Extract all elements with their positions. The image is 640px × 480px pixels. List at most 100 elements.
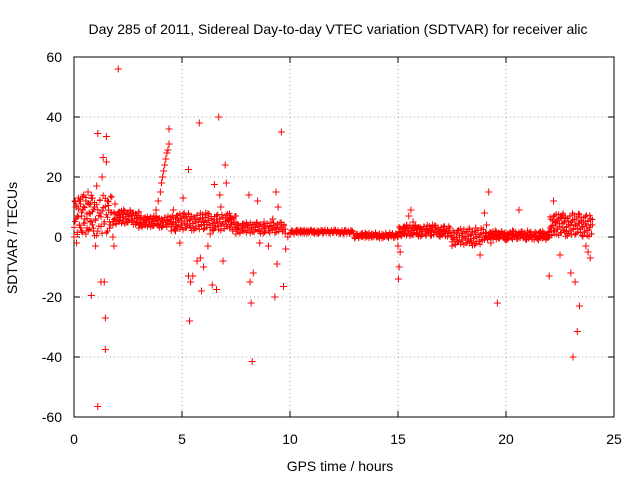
- data-point: [466, 225, 473, 232]
- data-point: [476, 234, 482, 241]
- data-point: [193, 257, 201, 265]
- data-point: [454, 237, 461, 244]
- data-point: [128, 213, 135, 219]
- data-point: [176, 239, 184, 247]
- data-point: [109, 233, 117, 241]
- y-tick-label: 20: [46, 169, 62, 185]
- data-point: [234, 221, 242, 229]
- x-tick-label: 15: [390, 431, 406, 447]
- data-point: [92, 242, 100, 250]
- data-point: [163, 149, 171, 157]
- data-point: [230, 218, 238, 226]
- data-point: [210, 220, 217, 227]
- data-point: [280, 283, 288, 290]
- data-point: [184, 166, 192, 173]
- data-point: [372, 233, 380, 241]
- data-point: [171, 226, 178, 233]
- data-point: [578, 218, 586, 226]
- data-point: [480, 209, 488, 217]
- data-point: [198, 222, 205, 229]
- data-point: [547, 224, 555, 232]
- data-point: [465, 239, 473, 247]
- data-point: [282, 245, 290, 253]
- data-point: [222, 179, 230, 187]
- data-point: [85, 209, 93, 217]
- data-point: [472, 224, 480, 232]
- data-point: [73, 239, 81, 247]
- data-point: [167, 218, 175, 226]
- x-tick-label: 20: [498, 431, 514, 447]
- x-axis-label: GPS time / hours: [287, 458, 394, 474]
- data-point: [545, 272, 553, 280]
- data-point: [392, 230, 400, 238]
- data-point: [179, 194, 187, 202]
- y-tick-label: -40: [42, 349, 62, 365]
- data-point: [195, 119, 203, 127]
- data-point: [264, 242, 272, 250]
- data-point: [583, 222, 590, 229]
- data-point: [160, 167, 168, 175]
- data-point: [74, 194, 82, 202]
- data-point: [274, 203, 282, 211]
- data-point: [573, 216, 580, 222]
- data-point: [113, 221, 120, 228]
- data-point: [299, 227, 307, 235]
- data-point: [550, 213, 557, 220]
- data-point: [206, 230, 214, 238]
- data-point: [161, 161, 169, 169]
- data-point: [560, 219, 567, 226]
- data-point: [96, 209, 104, 217]
- data-point: [269, 227, 276, 234]
- data-point: [273, 260, 281, 268]
- data-point: [158, 215, 165, 222]
- data-point: [396, 248, 404, 256]
- data-point: [197, 287, 205, 295]
- data-point: [187, 278, 195, 286]
- data-point: [394, 242, 402, 250]
- data-point: [200, 218, 207, 225]
- data-point: [260, 218, 268, 226]
- data-point: [213, 212, 220, 219]
- data-point: [491, 227, 499, 235]
- data-point: [470, 235, 477, 242]
- data-point: [189, 220, 196, 227]
- data-point: [204, 242, 212, 250]
- data-point: [498, 230, 506, 238]
- data-point: [74, 231, 81, 238]
- data-point: [472, 231, 479, 238]
- data-point: [156, 188, 164, 196]
- data-point: [216, 191, 224, 199]
- x-tick-label: 25: [606, 431, 622, 447]
- data-point: [180, 209, 188, 217]
- data-point: [534, 236, 542, 244]
- data-point: [351, 233, 359, 241]
- data-point: [243, 221, 251, 229]
- data-point: [75, 213, 82, 220]
- data-point: [72, 203, 80, 211]
- data-point: [226, 224, 233, 231]
- data-point: [226, 215, 234, 223]
- data-point: [426, 222, 433, 229]
- data-point: [98, 213, 104, 220]
- data-point: [200, 263, 208, 271]
- data-point: [524, 227, 532, 235]
- data-point: [103, 211, 110, 218]
- data-point: [493, 299, 501, 307]
- data-point: [141, 218, 149, 226]
- data-point: [107, 221, 115, 229]
- data-point: [459, 233, 467, 241]
- data-point: [502, 236, 510, 244]
- data-point: [545, 229, 552, 236]
- data-point: [579, 233, 586, 240]
- data-point: [213, 218, 220, 225]
- data-point: [253, 219, 260, 226]
- data-point: [581, 228, 588, 235]
- data-point: [223, 212, 230, 219]
- data-point: [105, 206, 113, 214]
- data-point: [437, 230, 445, 238]
- data-point: [409, 218, 417, 226]
- data-point: [176, 226, 183, 233]
- data-point: [234, 226, 241, 233]
- data-point: [477, 241, 484, 248]
